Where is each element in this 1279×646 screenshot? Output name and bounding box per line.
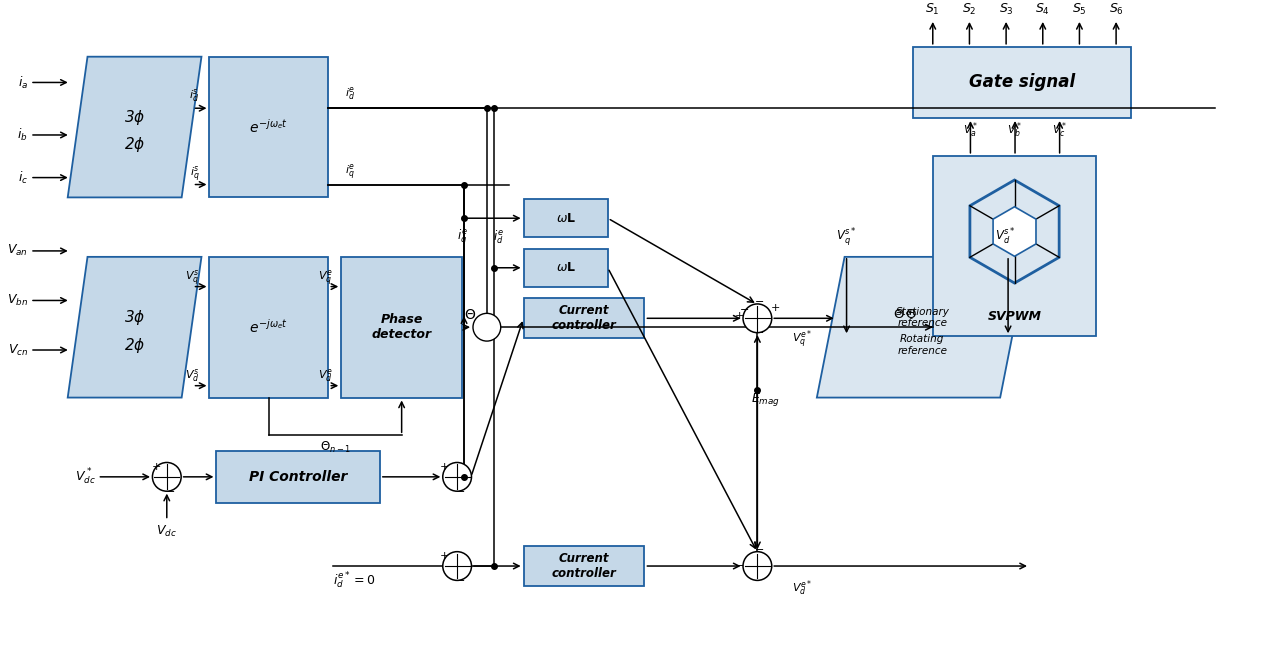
Text: $V_d^s$: $V_d^s$ [185,368,200,384]
Text: $S_6$: $S_6$ [1109,1,1123,17]
Text: $-$: $-$ [165,484,175,495]
Text: $S_4$: $S_4$ [1035,1,1050,17]
Text: 3$\phi$: 3$\phi$ [124,108,146,127]
Text: $V_q^e$: $V_q^e$ [318,269,334,289]
Text: $V_d^{e*}$: $V_d^{e*}$ [792,578,812,598]
Polygon shape [993,207,1036,256]
Text: 2$\phi$: 2$\phi$ [124,335,146,355]
Bar [523,547,645,586]
Text: $i_q^e$: $i_q^e$ [345,163,356,182]
Text: PI Controller: PI Controller [249,470,348,484]
Text: $V_q^{s*}$: $V_q^{s*}$ [836,226,857,248]
Text: $V_{dc}^*$: $V_{dc}^*$ [74,466,96,487]
Text: $S_3$: $S_3$ [999,1,1013,17]
Text: $-$: $-$ [739,304,749,313]
Text: $e^{-j\omega_e t}$: $e^{-j\omega_e t}$ [249,118,288,136]
Text: $i_q^s$: $i_q^s$ [189,165,200,184]
Text: $V_d^{s*}$: $V_d^{s*}$ [995,227,1016,247]
Text: Phase
detector: Phase detector [372,313,432,341]
Bar [913,47,1131,118]
Text: $i_c$: $i_c$ [18,169,28,185]
Bar [216,451,380,503]
Text: $\Theta_{n-1}$: $\Theta_{n-1}$ [320,439,350,455]
Text: Current
controller: Current controller [551,552,616,580]
Bar [341,257,462,397]
Text: $i_b$: $i_b$ [18,127,28,143]
Bar [210,57,329,198]
Bar [932,156,1096,336]
Text: $S_2$: $S_2$ [962,1,977,17]
Text: 3$\phi$: 3$\phi$ [124,307,146,327]
Text: $-$: $-$ [455,484,466,495]
Text: $\omega \mathbf{L}$: $\omega \mathbf{L}$ [555,261,576,275]
Text: $-$: $-$ [755,326,765,336]
Text: $i_d^e$: $i_d^e$ [345,85,356,102]
Bar [210,257,329,397]
Text: $\omega \mathbf{L}$: $\omega \mathbf{L}$ [555,212,576,225]
Text: $i_q^e$: $i_q^e$ [457,227,468,247]
Circle shape [443,463,472,491]
Text: Gate signal: Gate signal [968,74,1076,92]
Text: Current
controller: Current controller [551,304,616,332]
Text: $-$: $-$ [734,559,744,569]
Text: $S_5$: $S_5$ [1072,1,1087,17]
Polygon shape [817,257,1028,397]
Text: $e^{-j\omega_e t}$: $e^{-j\omega_e t}$ [249,318,288,336]
Text: $i_d^s$: $i_d^s$ [189,87,200,104]
Polygon shape [68,57,202,198]
Text: +: + [440,551,449,561]
Text: +: + [735,311,744,321]
Bar [523,298,645,338]
Text: +: + [152,462,161,472]
Text: $V_c^*$: $V_c^*$ [1051,120,1068,140]
Text: $-$: $-$ [455,574,466,584]
Text: $V_a^*$: $V_a^*$ [963,120,978,140]
Text: +: + [770,304,780,313]
Text: SVPWM: SVPWM [987,310,1041,323]
Polygon shape [969,180,1059,283]
Text: $-$: $-$ [755,543,765,553]
Text: Rotating
reference: Rotating reference [898,334,948,356]
Text: $V_q^{e*}$: $V_q^{e*}$ [792,329,812,351]
Text: $E_{mag}$: $E_{mag}$ [751,391,780,408]
Text: $V_{bn}$: $V_{bn}$ [6,293,28,308]
Circle shape [743,304,771,333]
Bar [523,200,608,237]
Circle shape [473,313,501,341]
Text: Stationary
reference: Stationary reference [895,306,949,328]
Circle shape [743,552,771,580]
Text: $\Theta$: $\Theta$ [906,308,917,321]
Text: $V_{dc}$: $V_{dc}$ [156,524,178,539]
Polygon shape [68,257,202,397]
Text: $V_{an}$: $V_{an}$ [8,244,28,258]
Text: $i_a$: $i_a$ [18,74,28,90]
Text: $V_b^*$: $V_b^*$ [1008,120,1023,140]
Text: $V_{cn}$: $V_{cn}$ [8,342,28,357]
Circle shape [152,463,182,491]
Text: $\Theta$: $\Theta$ [893,308,906,321]
Text: $V_d^e$: $V_d^e$ [318,368,334,384]
Text: $i_d^e$: $i_d^e$ [494,228,504,245]
Text: 2$\phi$: 2$\phi$ [124,136,146,154]
Text: $i_d^{e*}=0$: $i_d^{e*}=0$ [334,571,376,591]
Text: $V_q^s$: $V_q^s$ [185,269,200,289]
Bar [523,249,608,287]
Text: $-$: $-$ [755,295,765,306]
Text: $S_1$: $S_1$ [926,1,940,17]
Text: $\Theta$: $\Theta$ [464,308,476,322]
Circle shape [443,552,472,580]
Text: +: + [440,462,449,472]
